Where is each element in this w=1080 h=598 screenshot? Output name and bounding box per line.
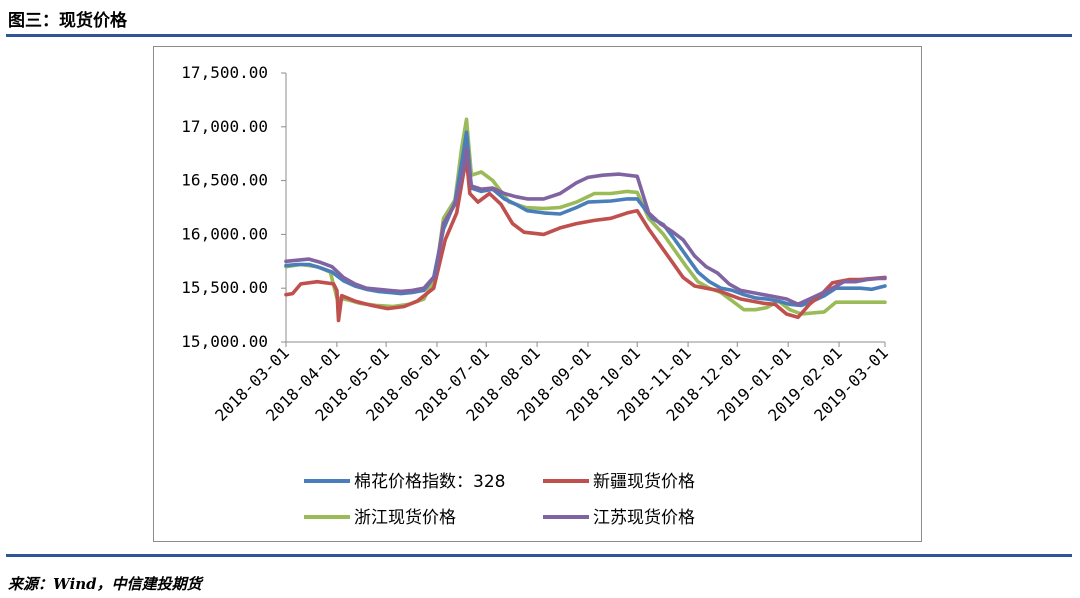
- series-line-1: [284, 130, 887, 308]
- chart-frame: 15,000.00 15,500.00 16,000.00 16,500.00 17,0…: [153, 46, 922, 542]
- legend-label: 棉花价格指数：328: [354, 472, 505, 492]
- legend-label: 江苏现货价格: [593, 508, 695, 528]
- series-layer: [284, 117, 887, 323]
- y-tick-label: 16,000.00: [181, 224, 268, 243]
- y-tick-label: 15,500.00: [181, 278, 268, 297]
- chart-axes: 15,000.00 15,500.00 16,000.00 16,500.00 17,0…: [181, 63, 892, 425]
- bottom-rule: [6, 554, 1072, 557]
- series-line-4: [284, 146, 887, 307]
- figure-title: 图三：现货价格: [8, 11, 127, 31]
- y-tick-label: 16,500.00: [181, 171, 268, 190]
- source-note: 来源：Wind，中信建投期货: [8, 575, 202, 593]
- legend-label: 新疆现货价格: [593, 472, 695, 492]
- y-tick-label: 17,000.00: [181, 117, 268, 136]
- series-line-3: [284, 117, 887, 316]
- top-rule: [6, 34, 1072, 37]
- y-tick-label: 17,500.00: [181, 63, 268, 82]
- series-line-2: [284, 157, 887, 323]
- y-tick-label: 15,000.00: [181, 332, 268, 351]
- line-chart: 15,000.00 15,500.00 16,000.00 16,500.00 17,0…: [181, 63, 892, 528]
- legend-label: 浙江现货价格: [354, 508, 456, 528]
